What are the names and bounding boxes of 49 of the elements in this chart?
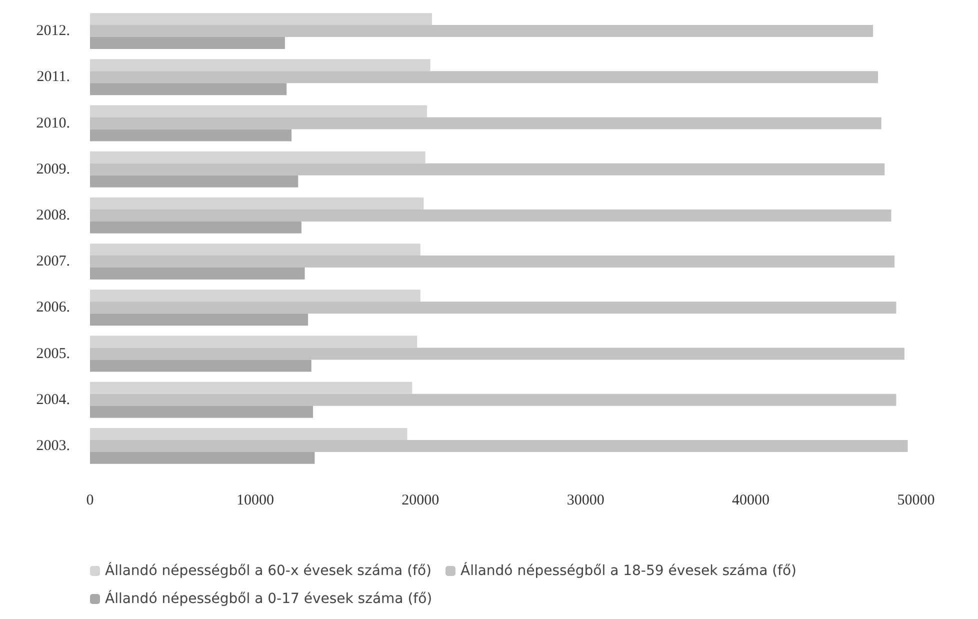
bar (90, 151, 426, 164)
legend-label: Állandó népességből a 60-x évesek száma (fő) (105, 562, 432, 579)
y-tick-label: 2003. (36, 438, 70, 454)
y-tick-label: 2005. (36, 346, 70, 362)
bar (90, 59, 430, 72)
bar (90, 428, 408, 440)
bar (90, 37, 285, 50)
legend-label: Állandó népességből a 18-59 évesek száma (fő) (460, 562, 797, 579)
bar (90, 175, 298, 188)
bar (90, 256, 895, 268)
bar (90, 117, 882, 130)
bar (90, 13, 432, 26)
bar (90, 209, 892, 222)
y-tick-label: 2006. (36, 300, 70, 316)
bar (90, 348, 904, 360)
bar (90, 71, 878, 84)
y-tick-label: 2012. (36, 23, 70, 40)
y-tick-label: 2009. (36, 161, 70, 178)
y-tick-label: 2007. (36, 254, 70, 270)
bar (90, 197, 424, 210)
bar (90, 129, 292, 142)
x-tick-label: 20000 (402, 492, 440, 508)
bar (90, 244, 420, 256)
bar (90, 314, 308, 326)
bar (90, 105, 428, 118)
bar (90, 221, 302, 234)
x-tick-label: 0 (86, 492, 94, 508)
legend-label: Állandó népességből a 0-17 évesek száma (fő) (105, 590, 432, 607)
bar (90, 452, 315, 464)
y-tick-label: 2010. (36, 115, 70, 132)
x-tick-label: 40000 (732, 492, 770, 508)
x-tick-label: 50000 (897, 492, 935, 508)
y-tick-label: 2004. (36, 392, 70, 408)
bar (90, 406, 314, 418)
bar (90, 360, 312, 372)
bar (90, 268, 305, 280)
bar (90, 163, 885, 176)
x-tick-label: 10000 (236, 492, 274, 508)
y-tick-label: 2008. (36, 207, 70, 224)
bar (90, 290, 420, 302)
bar (90, 440, 908, 452)
bar (90, 382, 412, 394)
bar (90, 302, 896, 314)
bar (90, 25, 874, 38)
bar (90, 83, 287, 96)
bar (90, 394, 896, 406)
x-tick-label: 30000 (566, 492, 604, 508)
bar (90, 336, 418, 348)
y-tick-label: 2011. (36, 69, 70, 86)
